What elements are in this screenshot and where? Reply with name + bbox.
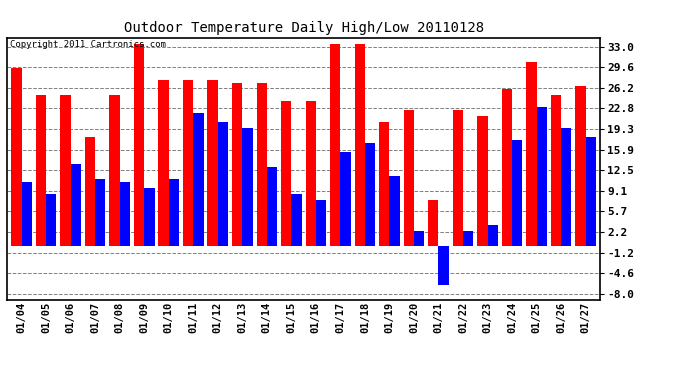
Bar xyxy=(159,80,169,246)
Bar xyxy=(242,128,253,246)
Bar xyxy=(561,128,571,246)
Bar xyxy=(218,122,228,246)
Bar xyxy=(169,179,179,246)
Bar xyxy=(85,137,95,246)
Bar xyxy=(586,137,596,246)
Text: Copyright 2011 Cartronics.com: Copyright 2011 Cartronics.com xyxy=(10,40,166,49)
Bar xyxy=(267,167,277,246)
Bar xyxy=(36,95,46,246)
Bar xyxy=(134,44,144,246)
Bar xyxy=(119,182,130,246)
Bar xyxy=(526,62,537,246)
Bar xyxy=(11,68,21,246)
Bar xyxy=(144,188,155,246)
Bar xyxy=(60,95,70,246)
Bar xyxy=(291,194,302,246)
Bar xyxy=(46,194,57,246)
Bar xyxy=(330,44,340,246)
Bar xyxy=(404,110,414,246)
Bar xyxy=(208,80,218,246)
Bar xyxy=(340,152,351,246)
Bar xyxy=(438,246,449,285)
Bar xyxy=(70,164,81,246)
Bar xyxy=(575,86,586,246)
Bar xyxy=(453,110,463,246)
Bar xyxy=(414,231,424,246)
Bar xyxy=(232,83,242,246)
Bar xyxy=(306,101,316,246)
Bar xyxy=(257,83,267,246)
Bar xyxy=(389,176,400,246)
Bar xyxy=(281,101,291,246)
Bar xyxy=(355,44,365,246)
Bar xyxy=(183,80,193,246)
Bar xyxy=(193,113,204,246)
Bar xyxy=(463,231,473,246)
Bar xyxy=(502,89,512,246)
Bar xyxy=(512,140,522,246)
Bar xyxy=(365,143,375,246)
Bar xyxy=(477,116,488,246)
Bar xyxy=(379,122,389,246)
Bar xyxy=(551,95,561,246)
Bar xyxy=(316,200,326,246)
Bar xyxy=(488,225,497,246)
Bar xyxy=(537,107,547,246)
Bar xyxy=(21,182,32,246)
Bar xyxy=(110,95,119,246)
Bar xyxy=(95,179,106,246)
Title: Outdoor Temperature Daily High/Low 20110128: Outdoor Temperature Daily High/Low 20110… xyxy=(124,21,484,35)
Bar xyxy=(428,200,438,246)
